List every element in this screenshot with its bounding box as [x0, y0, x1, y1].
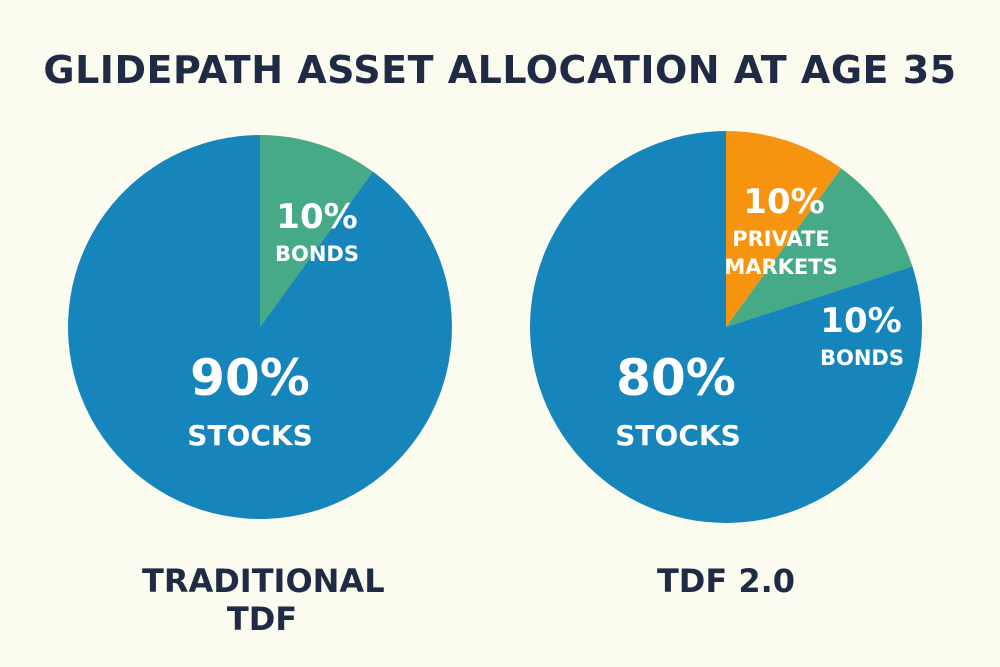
slice-stocks-category: STOCKS: [187, 419, 312, 452]
pie-tdf-2: 10% PRIVATE MARKETS 10% BONDS 80% STOCKS: [530, 131, 923, 523]
pie-traditional-tdf: 10% BONDS 90% STOCKS: [67, 134, 452, 519]
chart-title: GLIDEPATH ASSET ALLOCATION AT AGE 35: [43, 48, 957, 92]
slice-private-markets-value: 10%: [743, 182, 824, 222]
pie-label-tdf-2: TDF 2.0: [656, 562, 796, 600]
slice-stocks: [530, 131, 923, 523]
slice-bonds: [260, 135, 373, 327]
pie-label-traditional-tdf: TRADITIONAL TDF: [142, 562, 385, 638]
slice-stocks-value: 90%: [190, 349, 310, 407]
slice-bonds-value: 10%: [820, 301, 901, 341]
slice-private-markets-category-1: PRIVATE: [732, 227, 830, 251]
slice-private-markets: [726, 131, 842, 327]
slice-stocks-category: STOCKS: [615, 419, 740, 452]
slice-private-markets-category-2: MARKETS: [724, 255, 837, 279]
slice-stocks-value: 80%: [616, 349, 736, 407]
slice-bonds-value: 10%: [276, 197, 357, 237]
slice-bonds: [726, 168, 913, 327]
slice-bonds-category: BONDS: [275, 242, 359, 266]
slice-bonds-category: BONDS: [820, 346, 904, 370]
slice-stocks: [67, 134, 452, 519]
